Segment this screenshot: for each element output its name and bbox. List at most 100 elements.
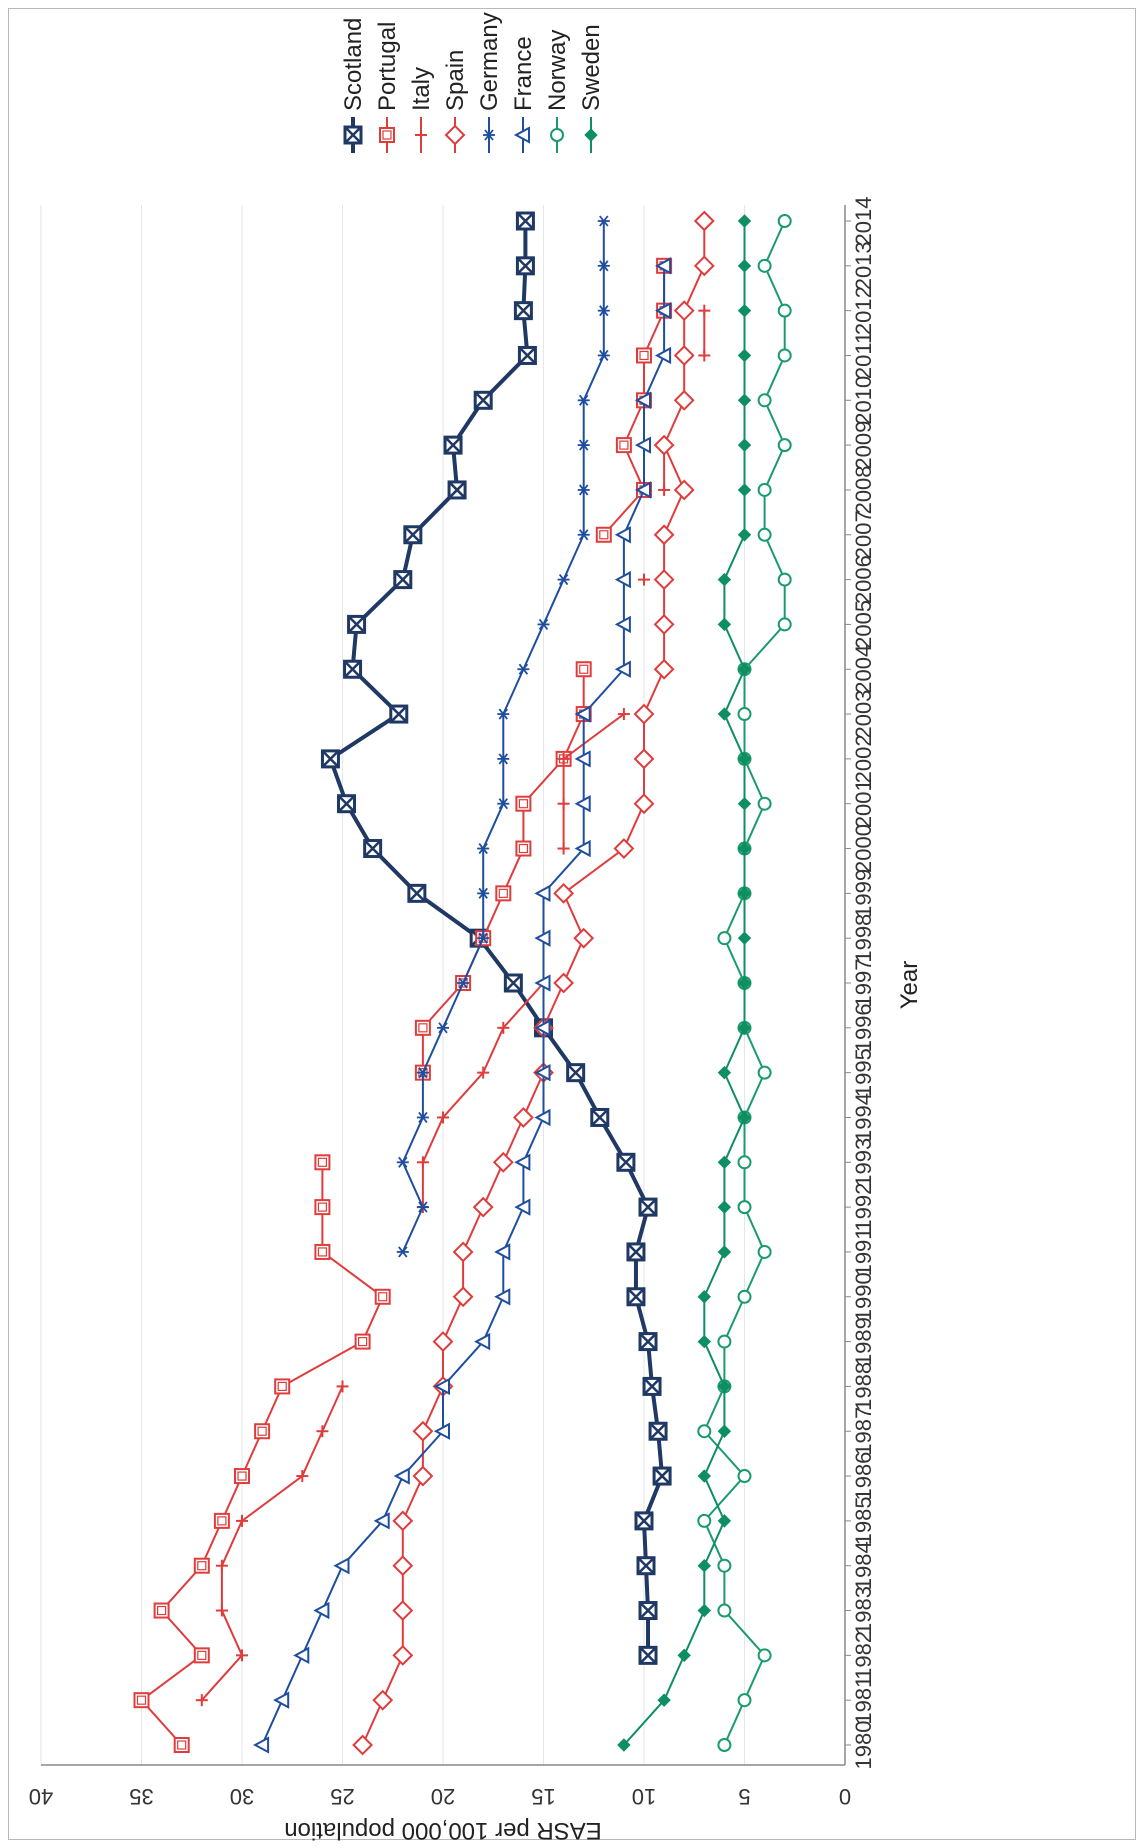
data-point-italy: [215, 1559, 228, 1572]
data-point-spain: [472, 1196, 494, 1218]
data-point-germany: [557, 574, 570, 586]
legend-label-spain: Spain: [442, 50, 469, 111]
series-line-germany: [401, 221, 605, 1253]
data-point-sweden: [717, 1065, 732, 1080]
data-point-sweden: [677, 1648, 691, 1663]
data-point-norway: [737, 1469, 752, 1484]
data-point-italy: [437, 1111, 449, 1124]
series-scotland: [320, 211, 672, 1665]
data-point-scotland: [638, 1645, 658, 1665]
data-point-spain: [553, 882, 575, 904]
data-point-france: [634, 391, 651, 409]
legend-item-france: France: [510, 36, 537, 153]
data-point-spain: [392, 1555, 414, 1577]
data-point-sweden: [737, 976, 752, 990]
data-point-norway: [697, 1513, 712, 1528]
data-point-spain: [492, 1151, 514, 1173]
legend-item-italy: Italy: [408, 67, 435, 153]
data-point-spain: [633, 748, 655, 770]
data-point-france: [534, 974, 551, 992]
data-point-france: [494, 1288, 511, 1306]
data-point-spain: [653, 524, 675, 546]
data-point-france: [393, 1467, 410, 1485]
data-point-portugal: [314, 1199, 331, 1216]
data-point-spain: [392, 1644, 414, 1666]
data-point-scotland: [320, 749, 340, 769]
data-point-italy: [557, 842, 570, 855]
data-point-spain: [693, 255, 715, 277]
data-point-portugal: [495, 885, 512, 902]
data-point-germany: [577, 529, 590, 541]
data-point-france: [514, 1198, 531, 1216]
category-tick-label: 2004: [851, 645, 876, 694]
data-point-portugal: [595, 526, 612, 543]
data-point-scotland: [652, 1466, 672, 1486]
data-point-germany: [577, 394, 590, 406]
data-point-norway: [737, 1155, 752, 1170]
data-point-scotland: [515, 211, 535, 231]
legend-item-spain: Spain: [442, 50, 469, 153]
data-point-scotland: [626, 1242, 646, 1262]
category-tick-label: 1994: [851, 1093, 876, 1142]
x-axis-title: Year: [896, 961, 923, 1010]
category-tick-label: 2006: [851, 555, 876, 604]
series-line-portugal: [603, 265, 666, 536]
data-point-scotland: [616, 1152, 636, 1172]
data-point-italy: [617, 708, 630, 721]
series-portugal: [133, 257, 673, 1753]
category-tick-label: 1997: [851, 959, 876, 1008]
data-point-scotland: [634, 1511, 654, 1531]
data-point-scotland: [337, 794, 357, 814]
data-point-spain: [673, 389, 695, 411]
data-point-norway: [777, 303, 792, 318]
data-point-scotland: [590, 1107, 610, 1127]
data-point-portugal: [354, 1333, 371, 1350]
data-point-sweden: [717, 1514, 732, 1528]
data-point-france: [614, 660, 631, 678]
data-point-germany: [597, 349, 610, 362]
data-point-scotland: [513, 301, 533, 321]
gridlines: [40, 205, 745, 1765]
series-sweden: [617, 214, 752, 1752]
data-point-norway: [737, 1693, 752, 1708]
data-point-italy: [698, 304, 711, 317]
data-point-sweden: [737, 1021, 752, 1035]
y-axis-title: EASR per 100,000 population: [284, 1817, 602, 1841]
data-point-sweden: [697, 1290, 712, 1304]
category-tick-label: 2000: [851, 824, 876, 873]
category-tick-label: 1999: [851, 869, 876, 918]
data-point-spain: [673, 479, 695, 501]
data-point-sweden: [697, 1334, 712, 1349]
data-point-portugal: [414, 1019, 431, 1036]
data-point-sweden: [717, 1245, 732, 1259]
category-tick-label: 1996: [851, 1003, 876, 1052]
category-tick-label: 2014: [851, 197, 876, 246]
data-point-germany: [416, 1111, 429, 1124]
data-point-spain: [653, 434, 675, 456]
legend-label-italy: Italy: [408, 67, 435, 111]
data-point-france: [534, 884, 551, 903]
data-point-scotland: [642, 1376, 662, 1396]
data-point-spain: [352, 1734, 374, 1756]
data-point-sweden: [737, 662, 752, 676]
category-tick-label: 2010: [851, 376, 876, 425]
category-tick-label: 2009: [851, 421, 876, 470]
data-point-sweden: [717, 1155, 732, 1170]
series-line-scotland: [328, 221, 665, 1656]
data-point-sweden: [717, 1424, 732, 1438]
series-spain: [352, 210, 715, 1756]
data-point-germany: [537, 618, 550, 630]
data-point-france: [474, 1332, 491, 1351]
data-point-sweden: [737, 348, 752, 363]
data-point-sweden: [737, 796, 752, 811]
data-point-portugal: [615, 437, 632, 454]
data-point-germany: [497, 798, 510, 810]
data-point-scotland: [343, 659, 363, 679]
data-point-portugal: [636, 347, 652, 364]
category-tick-label: 2005: [851, 600, 876, 649]
value-tick-label: 20: [431, 1784, 455, 1809]
data-point-portugal: [193, 1647, 210, 1664]
data-point-sweden: [737, 214, 752, 228]
data-point-germany: [477, 842, 490, 855]
data-point-scotland: [566, 1063, 586, 1083]
